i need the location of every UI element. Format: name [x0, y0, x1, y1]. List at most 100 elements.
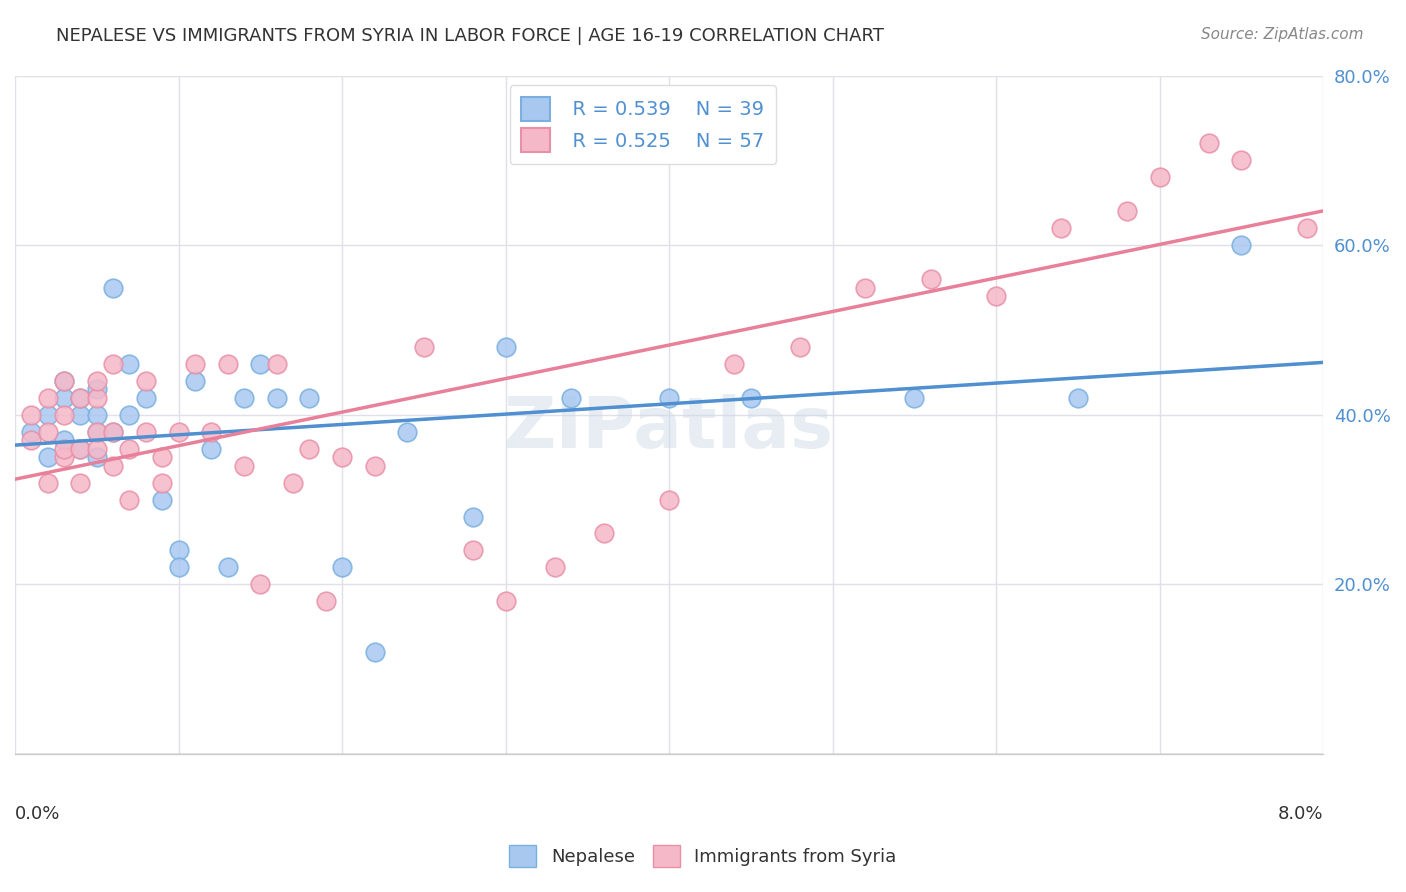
Point [53, 374, 76, 388]
Point [135, 374, 157, 388]
Point [396, 425, 419, 439]
Point [200, 442, 222, 456]
Point [495, 594, 517, 608]
Point [1230, 238, 1253, 252]
Point [86, 408, 108, 422]
Point [1115, 204, 1137, 219]
Point [167, 543, 190, 558]
Point [920, 272, 942, 286]
Point [249, 577, 271, 591]
Point [560, 391, 582, 405]
Point [101, 425, 124, 439]
Point [789, 340, 811, 354]
Point [86, 382, 108, 396]
Point [461, 543, 484, 558]
Point [37, 425, 59, 439]
Point [984, 289, 1007, 303]
Text: NEPALESE VS IMMIGRANTS FROM SYRIA IN LABOR FORCE | AGE 16-19 CORRELATION CHART: NEPALESE VS IMMIGRANTS FROM SYRIA IN LAB… [56, 27, 884, 45]
Point [723, 357, 745, 371]
Point [101, 280, 124, 294]
Point [1361, 221, 1384, 235]
Point [37, 391, 59, 405]
Point [101, 425, 124, 439]
Point [118, 408, 141, 422]
Text: Source: ZipAtlas.com: Source: ZipAtlas.com [1201, 27, 1364, 42]
Point [1295, 221, 1317, 235]
Point [232, 458, 254, 473]
Point [150, 450, 173, 464]
Point [364, 645, 387, 659]
Point [495, 340, 517, 354]
Point [330, 560, 353, 574]
Text: 8.0%: 8.0% [1278, 805, 1323, 822]
Point [150, 475, 173, 490]
Point [249, 357, 271, 371]
Point [69, 391, 91, 405]
Point [135, 391, 157, 405]
Point [53, 408, 76, 422]
Point [658, 391, 681, 405]
Point [86, 425, 108, 439]
Point [53, 374, 76, 388]
Point [20, 408, 42, 422]
Point [37, 475, 59, 490]
Point [266, 357, 288, 371]
Point [118, 442, 141, 456]
Point [101, 458, 124, 473]
Point [86, 450, 108, 464]
Point [412, 340, 434, 354]
Point [20, 425, 42, 439]
Text: ZIPatlas: ZIPatlas [503, 393, 834, 463]
Point [1263, 18, 1285, 32]
Point [1198, 136, 1220, 151]
Point [217, 357, 239, 371]
Point [298, 391, 321, 405]
Point [281, 475, 304, 490]
Point [217, 560, 239, 574]
Point [1149, 170, 1171, 185]
Point [69, 391, 91, 405]
Point [37, 450, 59, 464]
Point [461, 509, 484, 524]
Point [167, 425, 190, 439]
Point [315, 594, 337, 608]
Point [118, 357, 141, 371]
Point [86, 374, 108, 388]
Point [167, 560, 190, 574]
Point [69, 442, 91, 456]
Point [101, 357, 124, 371]
Point [53, 442, 76, 456]
Legend: Nepalese, Immigrants from Syria: Nepalese, Immigrants from Syria [502, 838, 904, 874]
Point [86, 425, 108, 439]
Point [298, 442, 321, 456]
Point [592, 526, 614, 541]
Point [53, 450, 76, 464]
Point [232, 391, 254, 405]
Point [903, 391, 925, 405]
Point [135, 425, 157, 439]
Point [69, 442, 91, 456]
Point [330, 450, 353, 464]
Point [364, 458, 387, 473]
Point [543, 560, 565, 574]
Point [20, 433, 42, 447]
Point [184, 357, 207, 371]
Point [53, 433, 76, 447]
Point [150, 492, 173, 507]
Point [118, 492, 141, 507]
Point [1329, 170, 1351, 185]
Legend:   R = 0.539    N = 39,   R = 0.525    N = 57: R = 0.539 N = 39, R = 0.525 N = 57 [509, 86, 776, 164]
Point [740, 391, 762, 405]
Point [266, 391, 288, 405]
Point [853, 280, 876, 294]
Point [53, 391, 76, 405]
Point [1230, 153, 1253, 168]
Text: 0.0%: 0.0% [15, 805, 60, 822]
Point [1050, 221, 1073, 235]
Point [69, 475, 91, 490]
Point [184, 374, 207, 388]
Point [86, 391, 108, 405]
Point [86, 442, 108, 456]
Point [1067, 391, 1090, 405]
Point [200, 425, 222, 439]
